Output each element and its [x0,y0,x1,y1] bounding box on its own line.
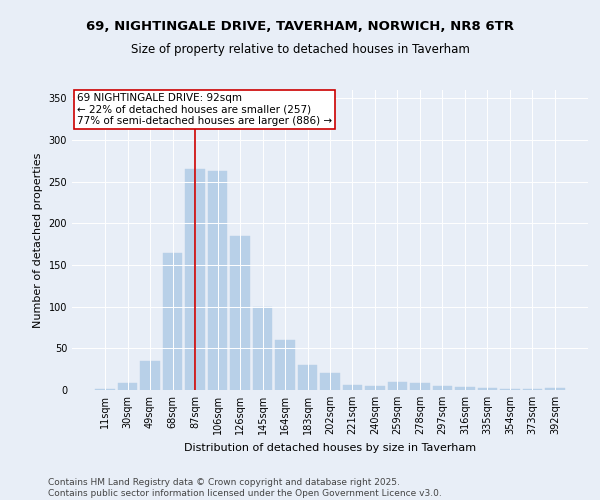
Bar [410,384,430,390]
X-axis label: Distribution of detached houses by size in Taverham: Distribution of detached houses by size … [184,442,476,452]
Bar [140,361,160,390]
Bar [478,388,497,390]
Bar [230,236,250,390]
Y-axis label: Number of detached properties: Number of detached properties [33,152,43,328]
Bar [163,252,182,390]
Text: Contains HM Land Registry data © Crown copyright and database right 2025.
Contai: Contains HM Land Registry data © Crown c… [48,478,442,498]
Bar [253,306,272,390]
Bar [185,169,205,390]
Bar [500,389,520,390]
Bar [523,389,542,390]
Text: Size of property relative to detached houses in Taverham: Size of property relative to detached ho… [131,42,469,56]
Bar [320,374,340,390]
Bar [433,386,452,390]
Bar [95,389,115,390]
Bar [118,382,137,390]
Bar [365,386,385,390]
Bar [343,385,362,390]
Bar [388,382,407,390]
Text: 69, NIGHTINGALE DRIVE, TAVERHAM, NORWICH, NR8 6TR: 69, NIGHTINGALE DRIVE, TAVERHAM, NORWICH… [86,20,514,33]
Text: 69 NIGHTINGALE DRIVE: 92sqm
← 22% of detached houses are smaller (257)
77% of se: 69 NIGHTINGALE DRIVE: 92sqm ← 22% of det… [77,93,332,126]
Bar [545,388,565,390]
Bar [275,340,295,390]
Bar [455,386,475,390]
Bar [208,171,227,390]
Bar [298,365,317,390]
